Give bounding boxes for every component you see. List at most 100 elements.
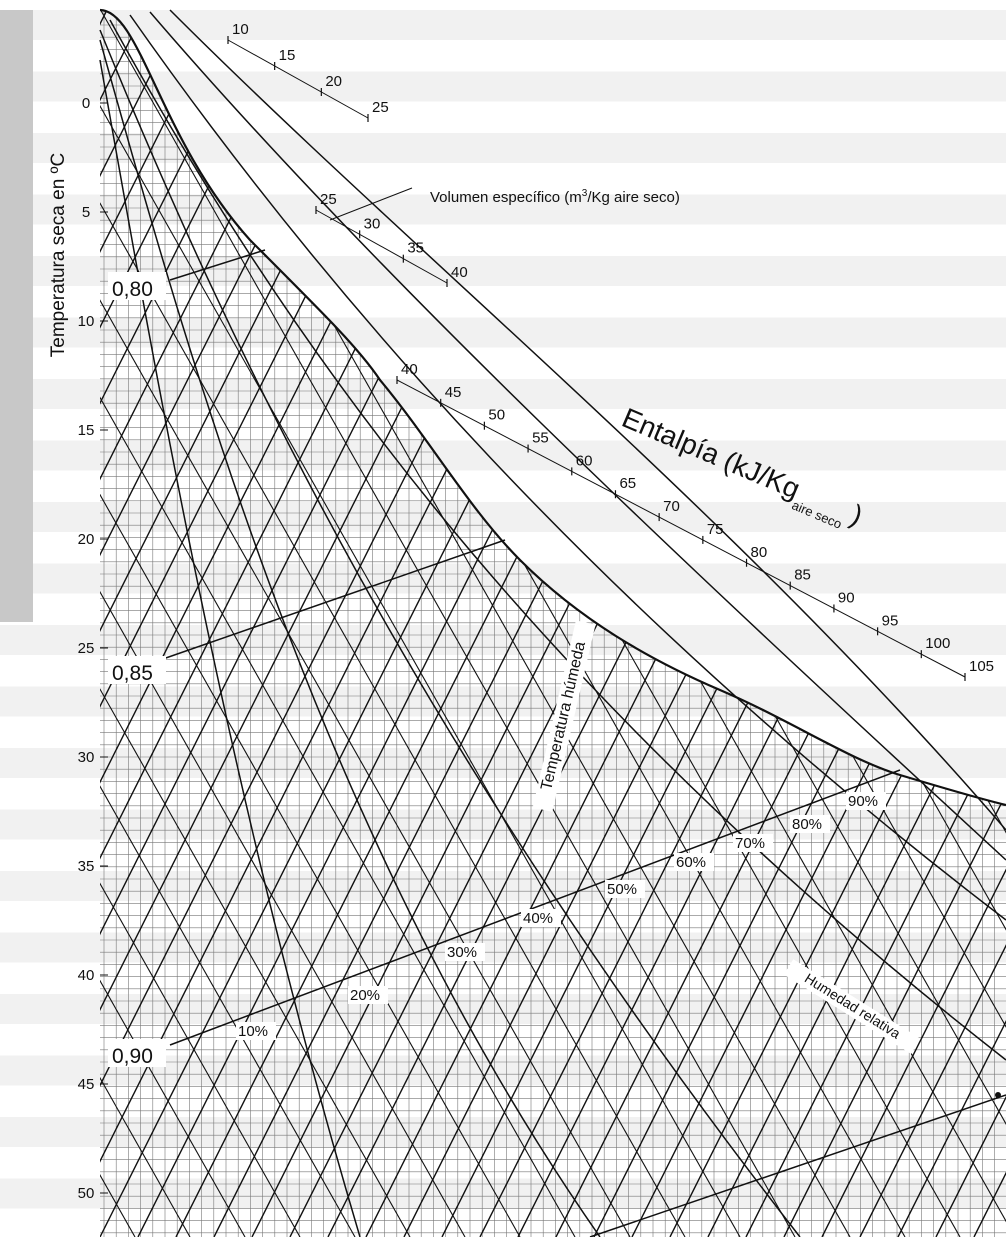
temperature-tick-label: 0 — [82, 95, 90, 112]
background-band — [0, 133, 1006, 163]
wet-bulb-line — [100, 10, 301, 1237]
enthalpy-scale: 40 45 50 55 60 65 70 75 80 85 90 95 100 105 — [396, 361, 994, 681]
relative-humidity-label: 80% — [792, 816, 822, 833]
dew-point-line — [745, 10, 1006, 1237]
background-band — [0, 194, 1006, 225]
background-band — [0, 686, 1006, 717]
relative-humidity-curve — [109, 19, 1006, 1061]
enthalpy-scale-label: 65 — [619, 475, 636, 492]
volume-scale-2-label: 40 — [451, 264, 468, 281]
relative-humidity-label-box: 40% — [521, 909, 561, 927]
temperature-tick-label: 35 — [78, 858, 95, 875]
wet-bulb-line — [754, 10, 1006, 1237]
relative-humidity-label-box: 90% — [846, 792, 886, 810]
wet-bulb-line — [534, 10, 1006, 1237]
enthalpy-scale-label: 50 — [488, 407, 505, 424]
specific-volume-line — [589, 1094, 1006, 1237]
dew-point-line — [479, 10, 1006, 1237]
dew-point-line — [100, 10, 721, 1237]
specific-volume-label: 0,85 — [112, 662, 153, 685]
background-band — [0, 932, 1006, 963]
temperature-tick-label: 40 — [78, 967, 95, 984]
temperature-tick-label: 20 — [78, 531, 95, 548]
relative-humidity-labels: 10% 20% 30% 40% 50% 60% 70% 80% 90% — [236, 792, 886, 1040]
dew-point-line — [707, 10, 1006, 1237]
wet-bulb-line — [919, 10, 1006, 1237]
relative-humidity-label: 40% — [523, 910, 553, 927]
wet-bulb-line — [100, 10, 466, 1237]
wet-bulb-line — [100, 10, 686, 1237]
specific-volume-labels: 0,80 0,85 0,90 — [108, 272, 166, 1068]
temperature-ticks: 0 5 10 15 20 25 30 35 40 45 50 — [78, 95, 108, 1202]
background-band — [0, 379, 1006, 409]
chart-curves — [99, 8, 1006, 1237]
relative-humidity-curve — [149, 11, 1006, 861]
dew-point-line — [897, 10, 1006, 1237]
relative-humidity-curve — [99, 39, 601, 1237]
relative-humidity-label: 60% — [676, 854, 706, 871]
specific-volume-line — [159, 539, 506, 661]
specific-volume-line — [169, 249, 266, 281]
relative-humidity-label: 10% — [238, 1023, 268, 1040]
temperature-tick-label: 15 — [78, 422, 95, 439]
relative-humidity-label-box: 60% — [674, 853, 714, 871]
dew-point-line — [821, 10, 1006, 1237]
volume-scale-1-label: 15 — [279, 47, 296, 64]
enthalpy-scale-label: 105 — [969, 658, 994, 675]
dew-point-line — [100, 10, 531, 1237]
dew-point-line — [100, 10, 265, 1237]
dew-point-line — [100, 10, 303, 1237]
dew-point-line — [100, 10, 227, 1237]
specific-volume-label-box: 0,85 — [108, 656, 166, 685]
specific-volume-label: 0,90 — [112, 1045, 153, 1068]
enthalpy-scale-label: 40 — [401, 361, 418, 378]
volume-scale-1-axis — [227, 39, 369, 119]
background-band — [0, 625, 1006, 655]
relative-humidity-curve — [99, 59, 361, 1237]
wet-bulb-line — [479, 10, 1006, 1237]
wet-bulb-line — [100, 10, 521, 1237]
enthalpy-scale-axis — [396, 379, 966, 678]
relative-humidity-curve — [169, 9, 1006, 831]
enthalpy-scale-label: 80 — [751, 544, 768, 561]
wet-bulb-line — [424, 10, 1006, 1237]
volume-scale-2-label: 25 — [320, 191, 337, 208]
enthalpy-scale-label: 70 — [663, 498, 680, 515]
temperature-tick-label: 30 — [78, 749, 95, 766]
dew-point-line — [555, 10, 1006, 1237]
enthalpy-scale-label: 75 — [707, 521, 724, 538]
relative-humidity-curve — [99, 29, 801, 1237]
dew-point-line — [859, 10, 1006, 1237]
background-band — [0, 71, 1006, 102]
relative-humidity-label-box: 50% — [605, 880, 645, 898]
dew-point-line — [175, 10, 797, 1237]
background-band — [0, 809, 1006, 840]
volume-scale-2-label: 30 — [364, 215, 381, 232]
relative-humidity-label: 90% — [848, 793, 878, 810]
dew-point-line — [100, 10, 607, 1237]
temperature-tick-label: 10 — [78, 313, 95, 330]
wet-bulb-line — [644, 10, 1006, 1237]
relative-humidity-curve — [129, 14, 1006, 921]
specific-volume-label: 0,80 — [112, 278, 153, 301]
dew-point-line — [973, 10, 1006, 1237]
enthalpy-scale-label: 55 — [532, 430, 549, 447]
background-band — [0, 10, 1006, 40]
wet-bulb-line — [100, 10, 411, 1237]
temperature-tick-label: 25 — [78, 640, 95, 657]
volume-label-leader — [329, 187, 413, 221]
wet-bulb-line — [100, 10, 576, 1237]
wet-bulb-line — [100, 10, 246, 1237]
volume-scale-1-label: 20 — [325, 73, 342, 90]
wet-bulb-line — [259, 10, 961, 1237]
relative-humidity-label: 30% — [447, 944, 477, 961]
dew-point-line — [631, 10, 1006, 1237]
volume-scale-1-label: 10 — [232, 21, 249, 38]
temperature-tick-label: 45 — [78, 1076, 95, 1093]
dew-point-line — [251, 10, 873, 1237]
relative-humidity-label-box: 20% — [348, 986, 388, 1004]
wet-bulb-line — [100, 10, 796, 1237]
specific-volume-label-box: 0,90 — [108, 1039, 166, 1068]
wet-bulb-line — [589, 10, 1006, 1237]
